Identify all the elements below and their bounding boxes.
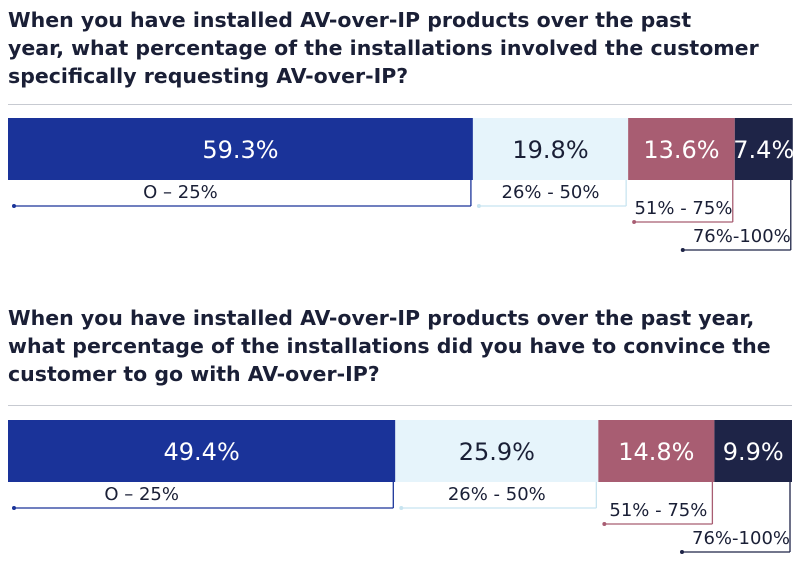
chart-1-connector-dot-2 bbox=[476, 204, 481, 208]
chart-2-category-label-4: 76%-100% bbox=[692, 528, 790, 549]
chart-2-bar-3 bbox=[598, 420, 715, 482]
chart-1-value-label-4: 7.4% bbox=[733, 136, 794, 164]
chart-1-title: When you have installed AV-over-IP produ… bbox=[8, 6, 759, 90]
chart-2-value-label-3: 14.8% bbox=[618, 438, 694, 466]
chart-2-title: When you have installed AV-over-IP produ… bbox=[8, 304, 771, 388]
chart-1-title-line-1: When you have installed AV-over-IP produ… bbox=[8, 8, 692, 32]
chart-1-connector-dot-3 bbox=[632, 220, 637, 224]
chart-2-title-line-3: customer to go with AV-over-IP? bbox=[8, 362, 380, 386]
chart-1-bar-3 bbox=[628, 118, 735, 180]
chart-1-plot: 59.3% O – 25% 19.8% 26% - 50% 13.6% 51% - 75%… bbox=[8, 118, 794, 252]
chart-2-value-label-4: 9.9% bbox=[723, 438, 784, 466]
chart-2-bar-1 bbox=[8, 420, 396, 482]
chart-1-title-line-3: specifically requesting AV-over-IP? bbox=[8, 64, 409, 88]
chart-2-title-line-1: When you have installed AV-over-IP produ… bbox=[8, 306, 755, 330]
chart-1-connector-dot-1 bbox=[12, 204, 16, 208]
chart-2-value-label-1: 49.4% bbox=[164, 438, 240, 466]
chart-1-bar-1 bbox=[8, 118, 473, 180]
chart-2-bar-4 bbox=[714, 420, 792, 482]
chart-2-plot: 49.4% O – 25% 25.9% 26% - 50% 14.8% 51% - 75%… bbox=[8, 420, 792, 554]
chart-2-category-label-1: O – 25% bbox=[104, 484, 179, 505]
chart-1-value-label-3: 13.6% bbox=[643, 136, 719, 164]
chart-2-divider bbox=[8, 405, 792, 406]
chart-2-bar-2 bbox=[395, 420, 599, 482]
chart-1-value-label-1: 59.3% bbox=[202, 136, 278, 164]
chart-2-connector-dot-3 bbox=[602, 522, 607, 526]
chart-1-value-label-2: 19.8% bbox=[512, 136, 588, 164]
chart-1-title-line-2: year, what percentage of the installatio… bbox=[8, 36, 759, 60]
chart-2-category-label-3: 51% - 75% bbox=[609, 500, 707, 521]
chart-2-connector-dot-4 bbox=[680, 550, 684, 554]
chart-1-category-label-4: 76%-100% bbox=[693, 226, 791, 247]
chart-1-connector-dot-4 bbox=[680, 248, 685, 252]
chart-1-bar-4 bbox=[734, 118, 793, 180]
chart-2-connector-dot-2 bbox=[399, 506, 404, 510]
chart-1-category-label-3: 51% - 75% bbox=[634, 198, 732, 219]
chart-1-bar-2 bbox=[472, 118, 629, 180]
chart-1-category-label-2: 26% - 50% bbox=[502, 182, 600, 203]
chart-2-title-line-2: what percentage of the installations did… bbox=[8, 334, 771, 358]
chart-1-divider bbox=[8, 104, 792, 105]
chart-2-connector-dot-1 bbox=[12, 506, 16, 510]
chart-1-category-label-1: O – 25% bbox=[143, 182, 218, 203]
chart-2-value-label-2: 25.9% bbox=[459, 438, 535, 466]
chart-2-category-label-2: 26% - 50% bbox=[448, 484, 546, 505]
